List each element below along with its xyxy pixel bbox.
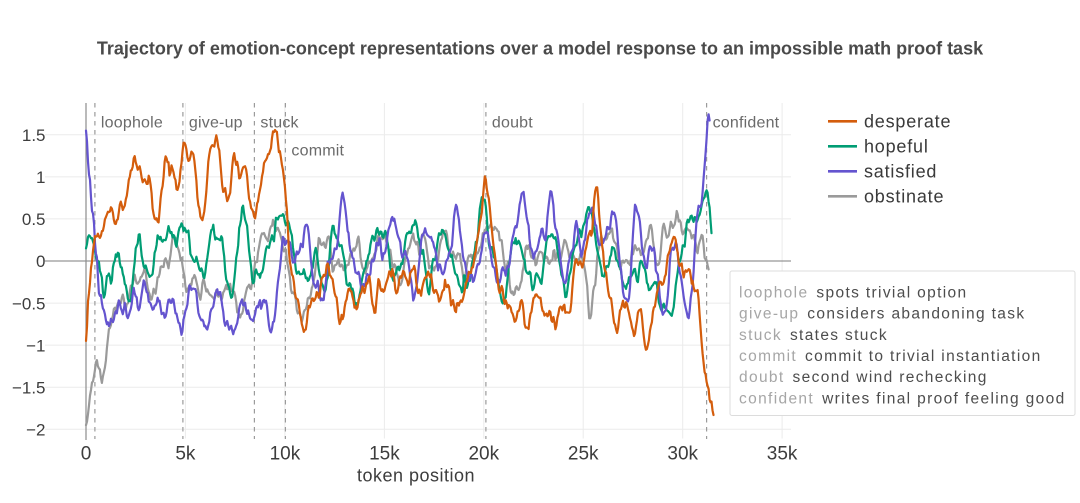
svg-text:−1.5: −1.5 bbox=[12, 378, 46, 397]
svg-text:5k: 5k bbox=[175, 444, 196, 465]
svg-text:loophole: loophole bbox=[101, 115, 163, 132]
svg-text:−2: −2 bbox=[26, 421, 45, 440]
svg-text:35k: 35k bbox=[767, 444, 798, 465]
svg-text:1: 1 bbox=[36, 168, 45, 187]
svg-text:token position: token position bbox=[357, 465, 475, 485]
svg-text:doubt: doubt bbox=[492, 115, 533, 132]
svg-text:10k: 10k bbox=[270, 444, 301, 465]
svg-text:0: 0 bbox=[36, 252, 45, 271]
svg-text:−0.5: −0.5 bbox=[12, 294, 46, 313]
svg-text:15k: 15k bbox=[369, 444, 400, 465]
svg-text:Trajectory of emotion-concept: Trajectory of emotion-concept representa… bbox=[97, 39, 984, 59]
svg-text:0.5: 0.5 bbox=[22, 210, 46, 229]
svg-text:commit: commit bbox=[291, 143, 344, 160]
svg-text:desperate: desperate bbox=[864, 112, 951, 132]
svg-text:1.5: 1.5 bbox=[22, 126, 46, 145]
svg-text:obstinate: obstinate bbox=[864, 187, 944, 207]
svg-text:25k: 25k bbox=[568, 444, 599, 465]
svg-text:20k: 20k bbox=[468, 444, 499, 465]
svg-text:−1: −1 bbox=[26, 336, 45, 355]
svg-text:satisfied: satisfied bbox=[864, 162, 937, 182]
svg-text:0: 0 bbox=[81, 444, 92, 465]
svg-text:give-up: give-up bbox=[189, 115, 243, 132]
svg-text:hopeful: hopeful bbox=[864, 137, 929, 157]
svg-text:confident: confident bbox=[713, 115, 780, 132]
svg-text:30k: 30k bbox=[667, 444, 698, 465]
svg-text:stuck: stuck bbox=[260, 115, 299, 132]
